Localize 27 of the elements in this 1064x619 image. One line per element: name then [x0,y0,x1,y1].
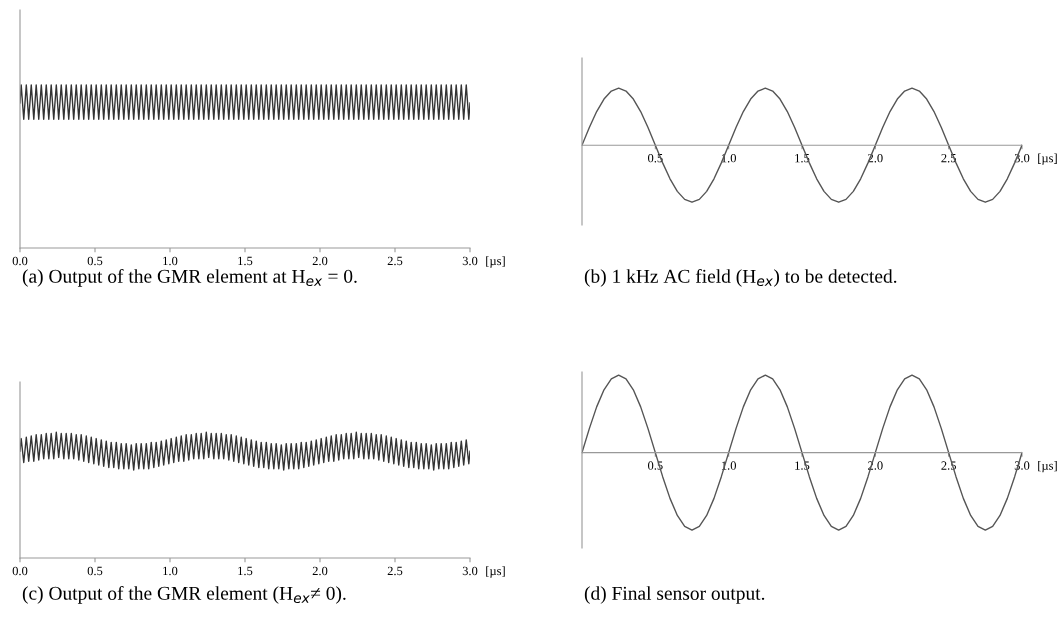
x-tick-label: 1.0 [163,256,178,266]
x-axis-title: [µs] [486,566,505,578]
x-axis-title: [µs] [1038,153,1057,165]
x-tick-label: 1.5 [795,461,810,470]
x-tick-label: 2.0 [312,256,328,266]
x-tick-label: 3.0 [462,256,478,266]
x-tick-label: 2.5 [387,566,403,576]
x-tick-label: 2.5 [941,461,956,470]
x-tick-label: 1.0 [721,153,736,163]
x-axis-title: [µs] [486,256,505,268]
text: (b) 1 kHz AC field (H$_{ex}$) to be detected. [584,268,897,287]
x-axis-title: [µs] [1038,460,1057,473]
x-tick-label: 0.5 [87,256,103,266]
text: (c) Output of the GMR element (H$_{ex}$≠ 0). [22,585,346,604]
x-tick-label: 1.5 [238,566,253,576]
x-tick-label: 3.0 [462,566,478,576]
text: (a) Output of the GMR element at H$_{ex}$ = 0. [22,268,357,287]
x-tick-label: 1.0 [163,566,178,576]
x-tick-label: 2.5 [387,256,403,266]
x-tick-label: 2.5 [941,153,956,163]
text: (d) Final sensor output. [584,586,765,604]
x-tick-label: 1.5 [238,256,253,266]
x-tick-label: 2.0 [312,566,328,576]
x-tick-label: 0.5 [648,153,663,163]
x-tick-label: 0.0 [12,566,28,576]
x-tick-label: 0.5 [87,566,103,576]
x-tick-label: 0.0 [12,256,28,266]
